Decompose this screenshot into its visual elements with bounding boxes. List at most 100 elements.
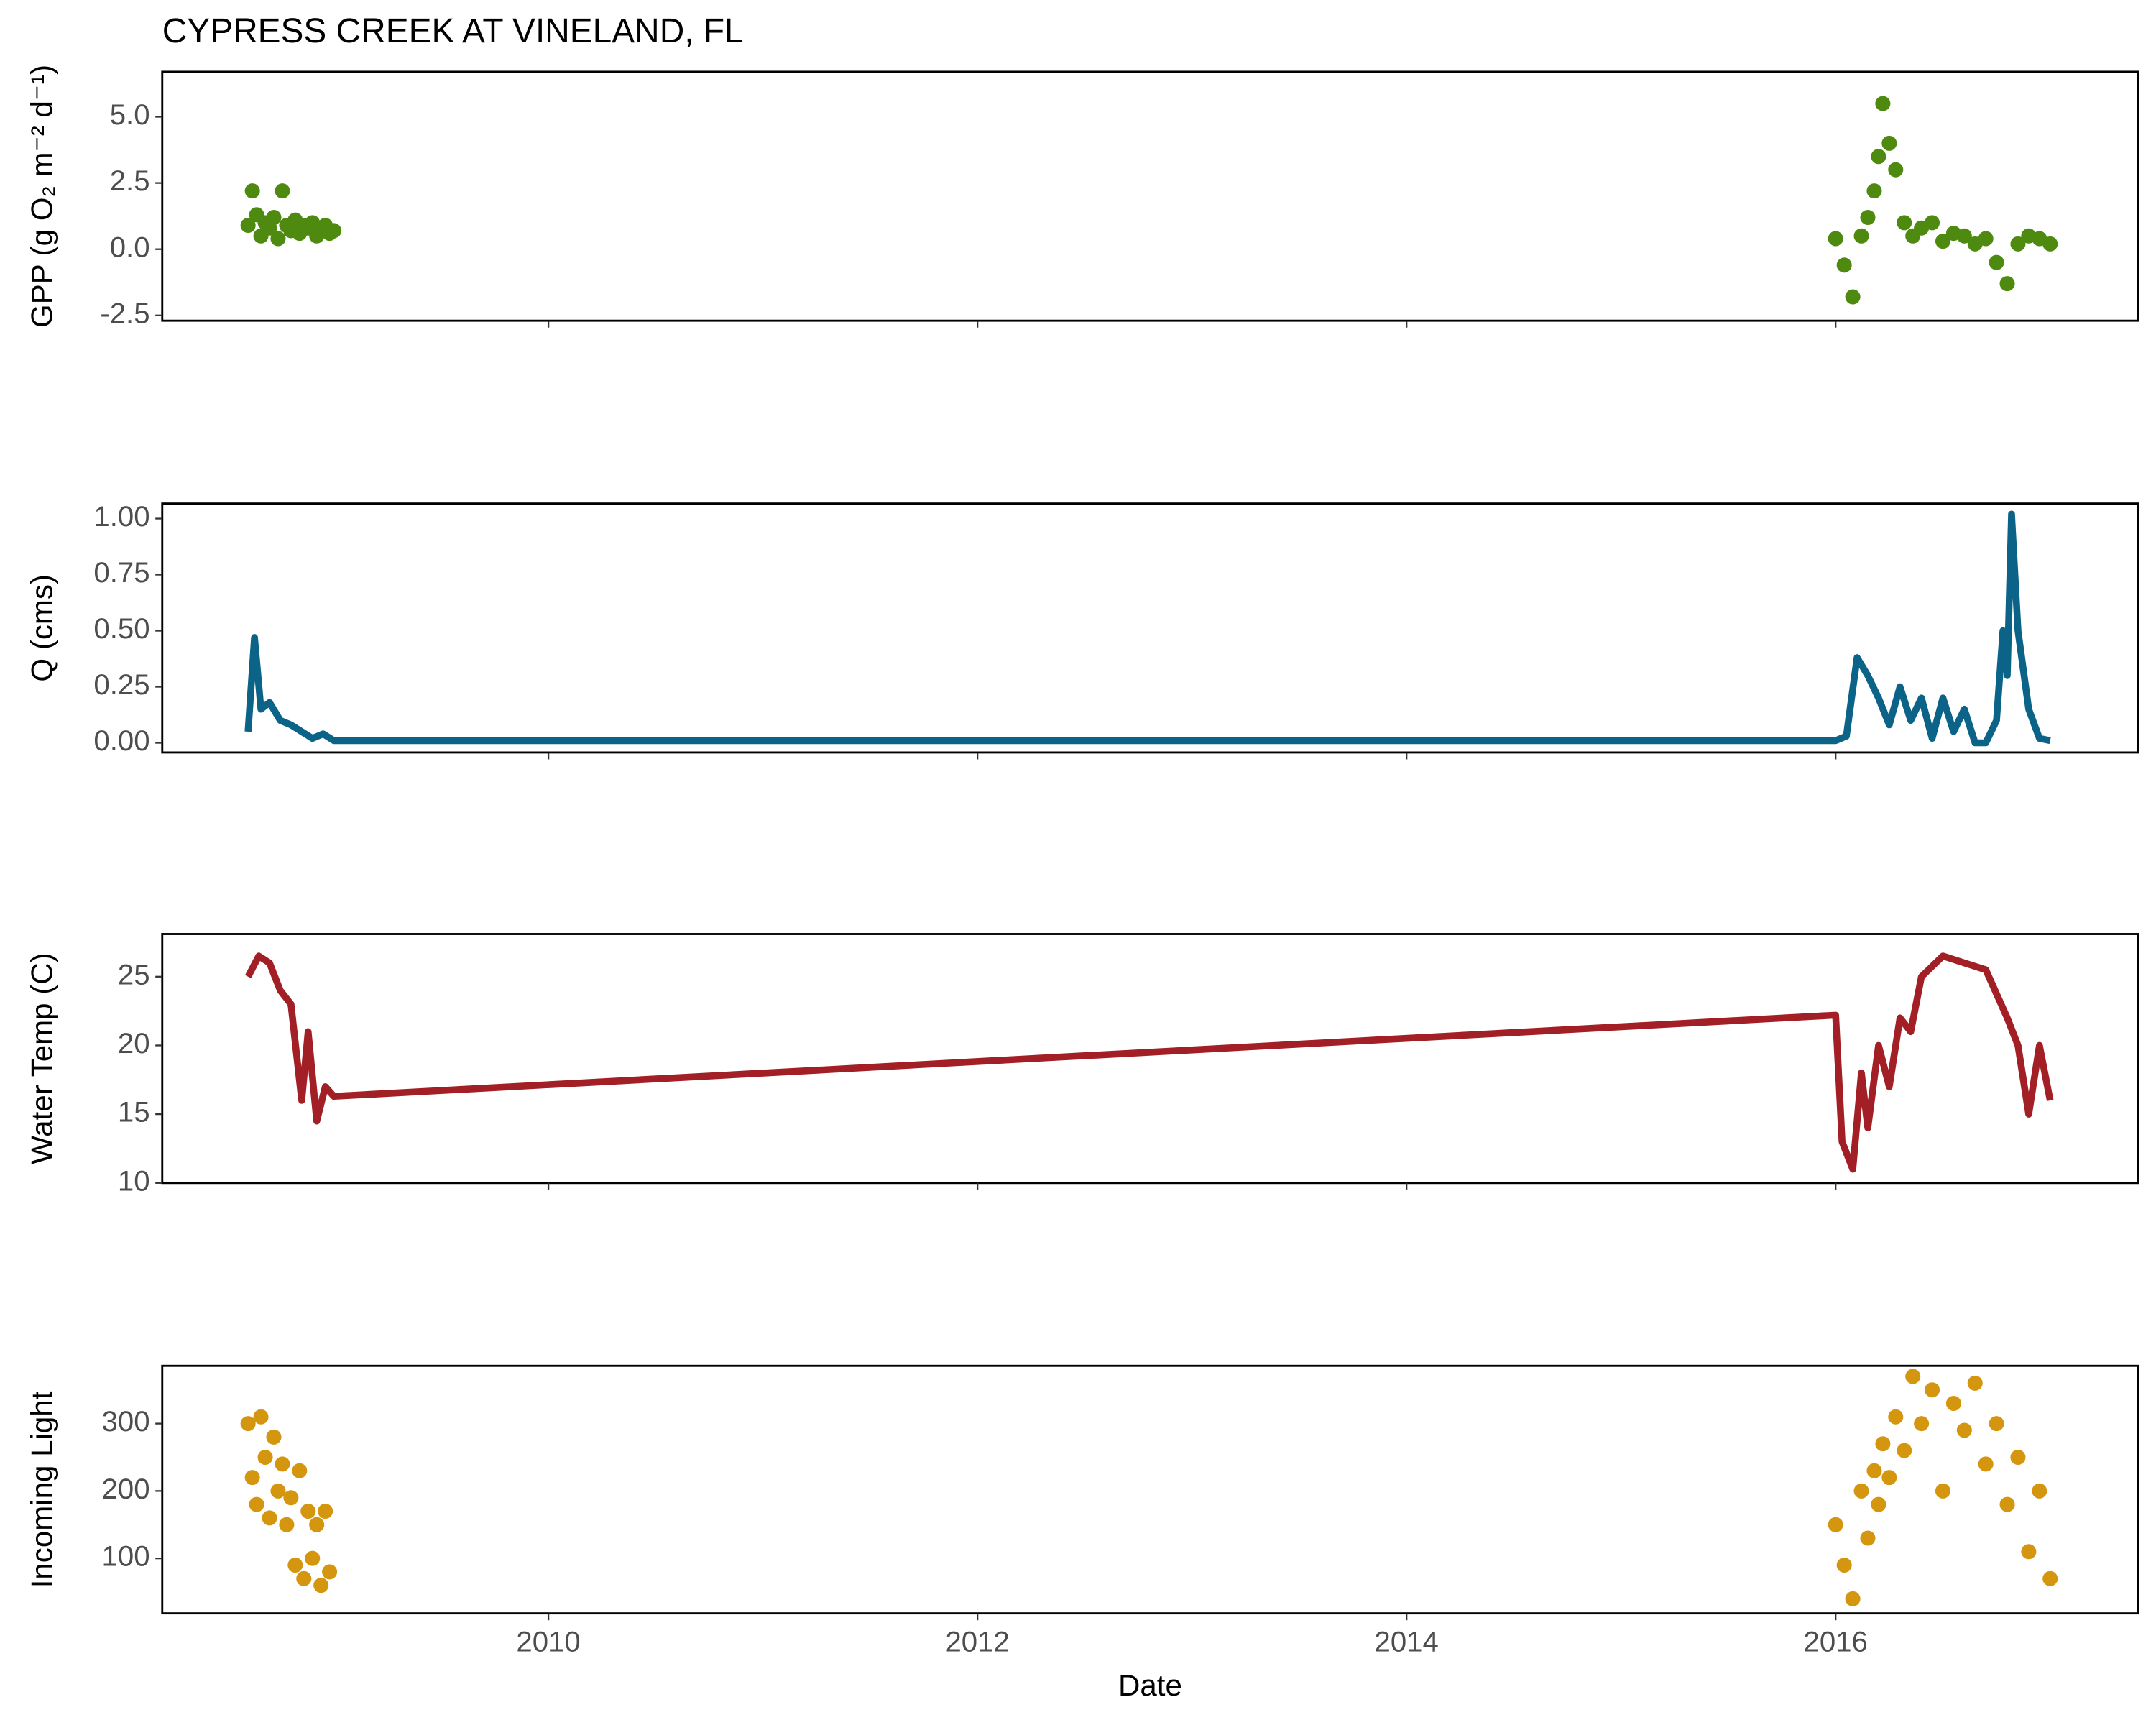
point [1978,1456,1994,1472]
point [244,183,260,199]
point [322,1564,338,1580]
y-axis-title: Water Temp (C) [24,952,58,1164]
point [1888,1409,1904,1425]
chart-title: CYPRESS CREEK AT VINELAND, FL [162,12,744,50]
y-tick-label: 20 [118,1027,150,1059]
y-tick-label: 15 [118,1096,150,1128]
point [1989,254,2004,270]
point [1860,209,1876,226]
point [240,218,256,234]
point [1897,1443,1912,1458]
point [1888,162,1904,178]
point [1956,228,1972,244]
x-tick-label: 2014 [1375,1625,1439,1657]
point [1845,1591,1861,1606]
point [1845,289,1861,305]
point [1881,1470,1897,1486]
y-tick-label: 0.0 [110,231,150,263]
point [1925,1382,1940,1398]
x-tick-label: 2010 [516,1625,580,1657]
y-tick-label: 100 [102,1540,150,1573]
point [318,1503,333,1519]
x-axis-title: Date [1118,1668,1182,1702]
point [266,1429,282,1445]
point [2042,236,2058,252]
point [1945,1395,1961,1412]
y-tick-label: 0.50 [93,612,149,645]
point [270,231,286,247]
point [275,1456,290,1472]
point [1956,1422,1972,1438]
point [1866,1463,1882,1478]
point [253,1409,269,1425]
point [1905,1368,1921,1384]
y-tick-label: 5.0 [110,98,150,131]
point [1881,135,1897,151]
y-axis-title: GPP (g O₂ m⁻² d⁻¹) [24,65,58,328]
point [2032,1483,2047,1499]
point [2010,1449,2026,1466]
point [1967,1375,1983,1391]
point [305,1550,321,1566]
y-tick-label: 0.25 [93,668,149,701]
point [292,1463,308,1478]
point [275,183,290,199]
line [244,952,2054,1173]
point [283,1490,299,1506]
point [1925,215,1940,231]
point [296,1570,312,1586]
point [1853,228,1869,244]
y-tick-label: 0.75 [93,556,149,589]
y-axis-title: Q (cms) [24,574,58,682]
point [1866,183,1882,199]
y-tick-label: 2.5 [110,165,150,197]
point [300,1503,316,1519]
point [1935,234,1950,249]
point [1978,231,1994,247]
point [2042,1570,2058,1586]
point [1999,276,2015,292]
y-tick-label: 0.00 [93,724,149,757]
panel-border [161,70,2139,322]
y-tick-label: 300 [102,1405,150,1438]
point [2010,236,2026,252]
point [270,1483,286,1499]
x-tick-label: 2016 [1804,1625,1868,1657]
y-tick-label: 10 [118,1164,150,1197]
point [244,1470,260,1486]
y-tick-label: 1.00 [93,500,149,533]
point [1935,1483,1950,1499]
point [1860,1530,1876,1546]
point [1989,1416,2004,1432]
point [1999,1496,2015,1512]
point [309,1517,325,1532]
point [287,1557,303,1573]
panel-border [161,933,2139,1184]
line [244,510,2051,747]
point [1871,149,1886,165]
point [1914,1416,1930,1432]
panel-border [161,502,2139,754]
point [313,1578,329,1593]
point [326,223,342,239]
point [279,1517,295,1532]
point [1853,1483,1869,1499]
x-tick-label: 2012 [945,1625,1009,1657]
y-tick-label: -2.5 [100,297,149,329]
point [249,1496,264,1512]
point [1871,1496,1886,1512]
point [2021,1544,2037,1560]
y-tick-label: 25 [118,958,150,990]
point [1828,231,1843,247]
point [1875,1436,1891,1452]
y-tick-label: 200 [102,1473,150,1505]
point [240,1416,256,1432]
point [1875,96,1891,111]
point [1836,257,1852,273]
point [1897,215,1912,231]
point [257,1449,273,1466]
point [1828,1517,1843,1532]
panel-border [161,1364,2139,1615]
point [262,1510,277,1526]
